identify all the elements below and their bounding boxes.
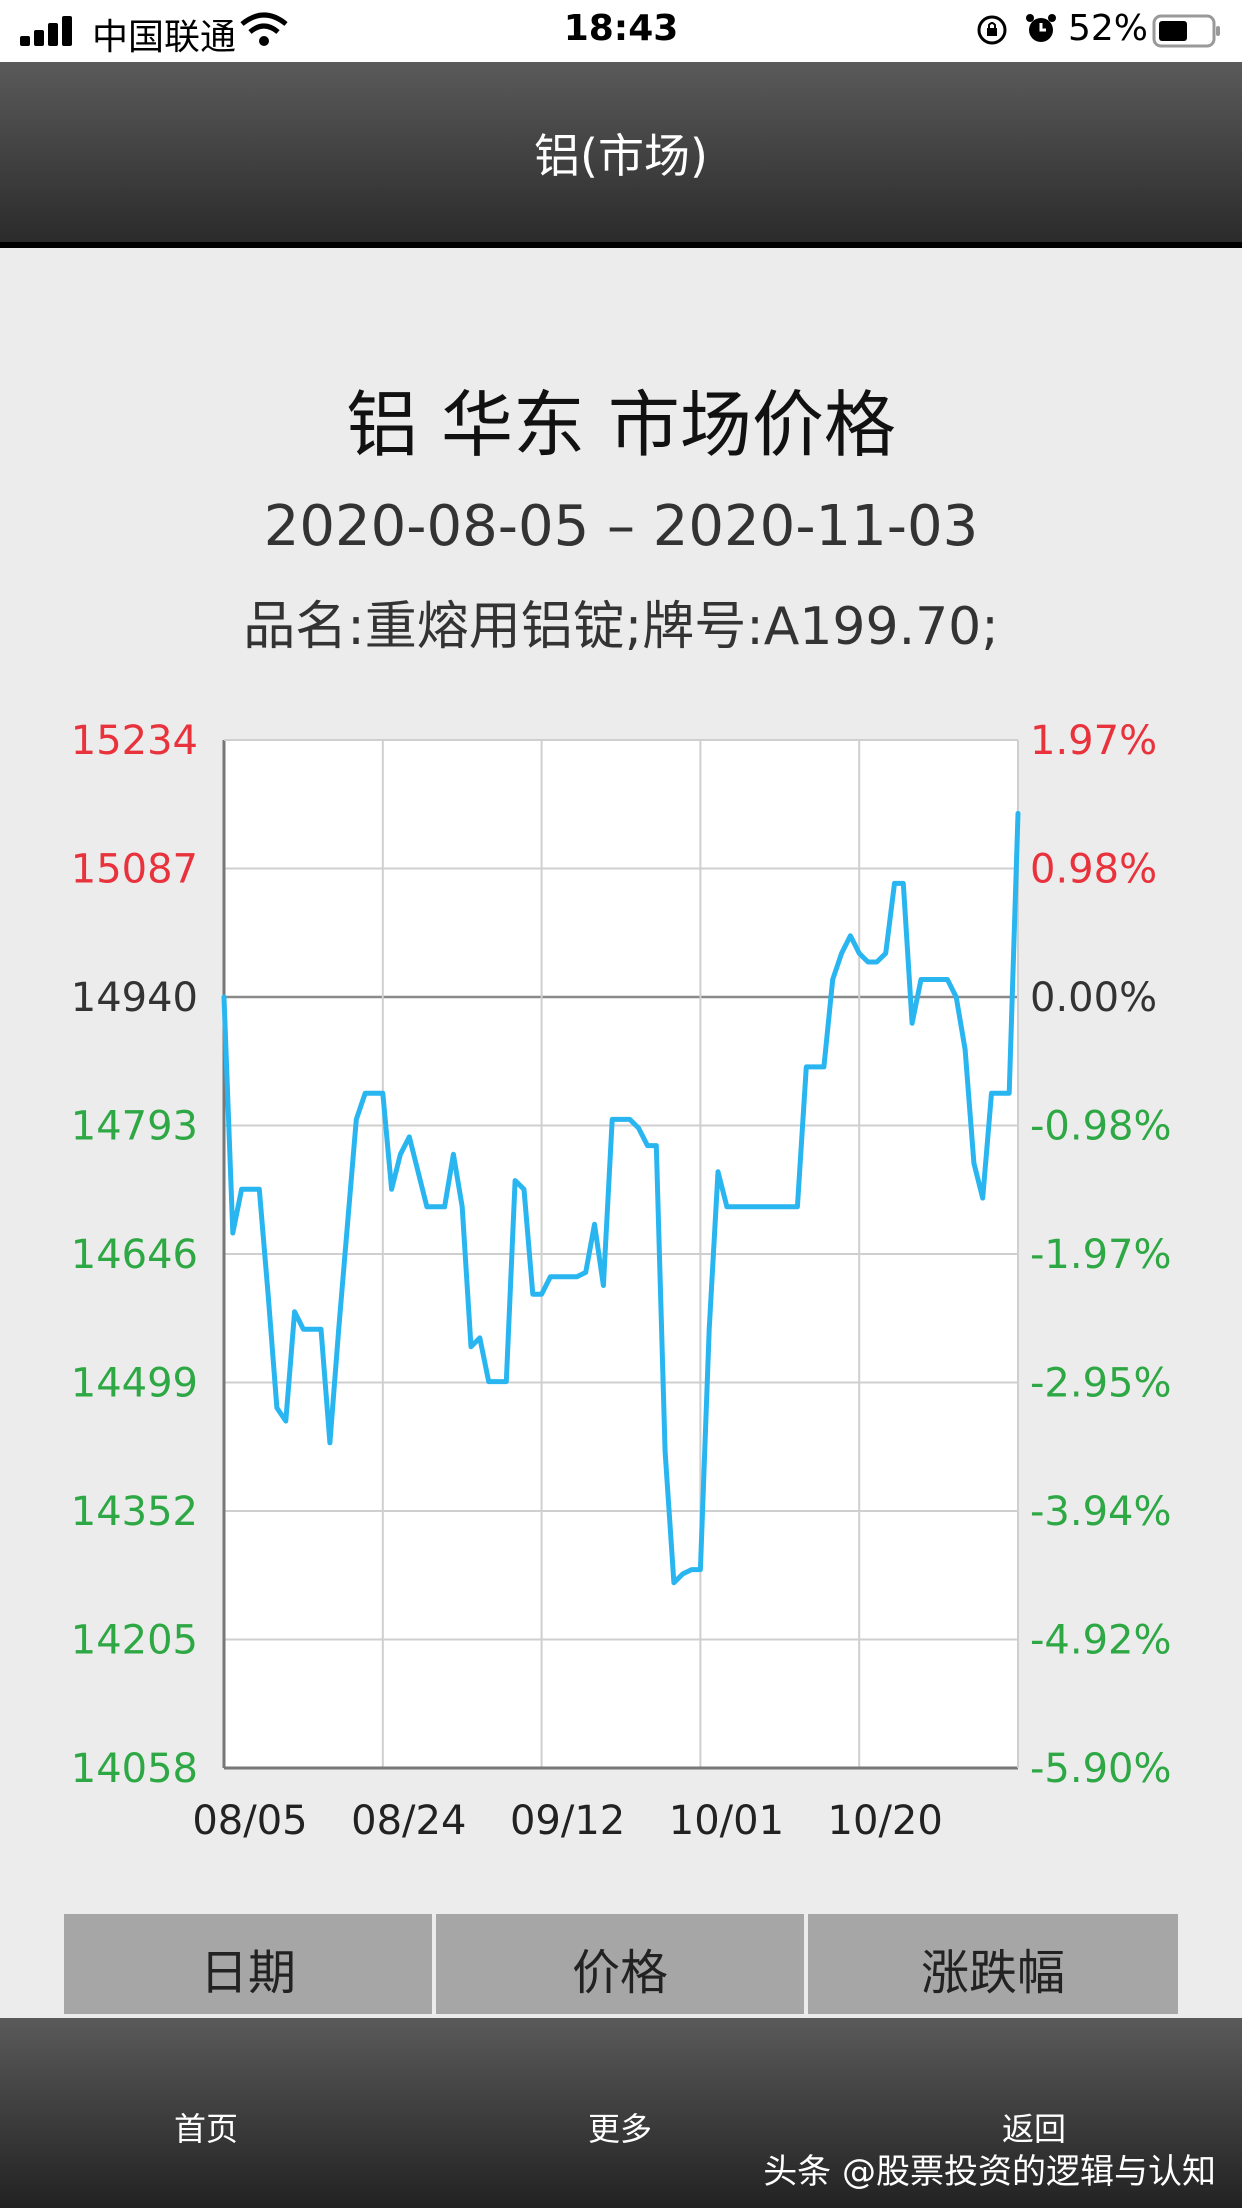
column-header-change[interactable]: 涨跌幅	[808, 1914, 1178, 2014]
y-tick-label-left: 14205	[71, 1618, 198, 1664]
y-tick-label-right: 0.98%	[1030, 847, 1157, 893]
status-bar: 中国联通 18:43 52%	[0, 0, 1242, 62]
price-series-line	[221, 810, 1021, 1586]
y-tick-label-right: -2.95%	[1030, 1361, 1172, 1407]
x-tick-label: 09/12	[510, 1798, 625, 1840]
column-header-date[interactable]: 日期	[64, 1914, 432, 2014]
tab-more[interactable]: 更多	[587, 2110, 652, 2148]
x-tick-label: 10/01	[669, 1798, 784, 1840]
battery-percentage: 52%	[1068, 8, 1149, 49]
y-tick-label-right: 1.97%	[1030, 718, 1157, 764]
battery-icon	[1152, 14, 1220, 48]
wifi-icon	[240, 12, 288, 46]
y-tick-label-left: 14646	[71, 1232, 198, 1278]
product-info: 品名:重熔用铝锭;牌号:A199.70;	[243, 597, 999, 657]
page-title: 铝 华东 市场价格	[346, 383, 896, 467]
carrier-label: 中国联通	[92, 17, 237, 58]
bottom-tab-bar: 首页 更多 返回	[0, 2018, 1242, 2208]
price-chart: 15234 1.97% 15087 0.98% 14940 0.00% 14793 -0.98…	[71, 718, 1172, 1840]
watermark: 头条 @股票投资的逻辑与认知	[763, 2152, 1216, 2192]
rotation-lock-icon	[977, 15, 1007, 45]
y-tick-label-left: 15234	[71, 718, 198, 764]
signal-icon	[20, 16, 76, 46]
y-tick-label-left: 14058	[71, 1746, 198, 1792]
x-tick-label: 08/24	[351, 1798, 466, 1840]
y-tick-label-right: -1.97%	[1030, 1232, 1172, 1278]
y-tick-label-right: -3.94%	[1030, 1489, 1172, 1535]
column-header-price[interactable]: 价格	[436, 1914, 804, 2014]
date-range: 2020-08-05 – 2020-11-03	[263, 494, 979, 559]
clock-time: 18:43	[563, 8, 679, 49]
y-tick-label-left: 14499	[71, 1361, 198, 1407]
alarm-icon	[1026, 14, 1056, 42]
y-tick-label-right: 0.00%	[1030, 975, 1157, 1021]
tab-home[interactable]: 首页	[173, 2110, 238, 2148]
x-tick-label: 10/20	[828, 1798, 943, 1840]
table-header: 日期 价格 涨跌幅	[64, 1914, 1178, 2014]
y-tick-label-left: 14793	[71, 1104, 198, 1150]
y-tick-label-right: -4.92%	[1030, 1618, 1172, 1664]
y-tick-label-left: 14940	[71, 975, 198, 1021]
y-tick-label-right: -5.90%	[1030, 1746, 1172, 1792]
nav-title: 铝(市场)	[534, 129, 708, 183]
x-tick-label: 08/05	[192, 1798, 307, 1840]
y-tick-label-right: -0.98%	[1030, 1104, 1172, 1150]
navigation-bar: 铝(市场)	[0, 62, 1242, 248]
tab-back[interactable]: 返回	[1001, 2110, 1066, 2148]
y-tick-label-left: 14352	[71, 1489, 198, 1535]
y-tick-label-left: 15087	[71, 847, 198, 893]
